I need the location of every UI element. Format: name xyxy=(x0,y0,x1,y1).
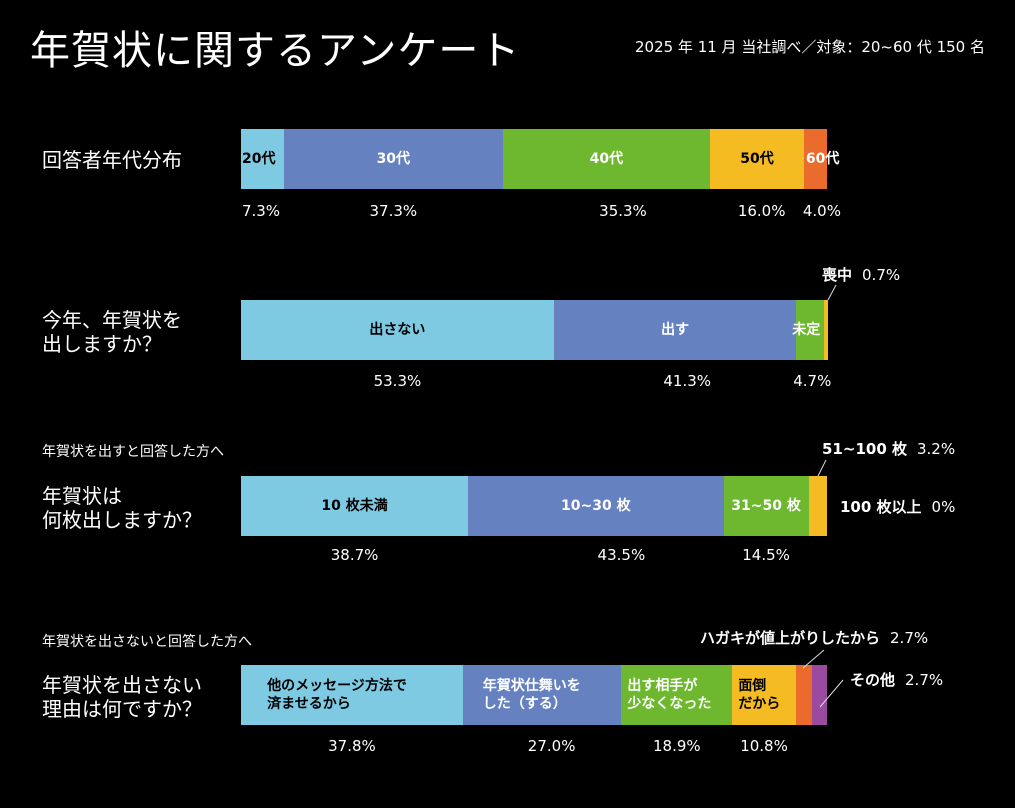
bar-segment xyxy=(241,665,463,725)
percent-label: 14.5% xyxy=(742,546,790,564)
percent-label: 35.3% xyxy=(599,202,647,220)
percent-label: 4.0% xyxy=(802,202,841,220)
segment-label: 40代 xyxy=(589,151,624,167)
callout-percent: 0.7% xyxy=(862,266,901,284)
segment-label: 出さない xyxy=(369,322,426,338)
bar-segment xyxy=(283,129,503,189)
callout-label: 喪中 0.7% xyxy=(822,264,900,285)
segment-label: 60代 xyxy=(805,151,840,167)
bar-segment xyxy=(241,476,469,536)
bar-segment xyxy=(502,129,710,189)
percent-label: 38.7% xyxy=(330,546,379,564)
callout-category: ハガキが値上がりしたから xyxy=(700,629,881,647)
bar-segment xyxy=(796,300,824,360)
segment-label: 50代 xyxy=(740,151,774,167)
callout-category: 100 枚以上 xyxy=(840,498,922,516)
stacked-bar xyxy=(241,300,828,360)
segment-label: 30代 xyxy=(376,151,411,167)
survey-subtitle: 2025 年 11 月 当社調べ／対象：20~60 代 150 名 xyxy=(634,38,985,56)
bar-segment xyxy=(795,665,812,725)
callout-label: ハガキが値上がりしたから 2.7% xyxy=(700,627,928,648)
percent-label: 37.3% xyxy=(369,202,418,220)
chart-question-label: 年賀状は 何枚出しますか？ xyxy=(42,484,202,532)
bar-segment xyxy=(811,665,828,725)
callout-category: 51~100 枚 xyxy=(822,440,907,458)
segment-label: 10~30 枚 xyxy=(561,498,631,514)
callout-category: 喪中 xyxy=(822,266,853,284)
percent-label: 43.5% xyxy=(597,546,646,564)
percent-label: 53.3% xyxy=(373,372,422,390)
bar-segment xyxy=(462,665,622,725)
percent-label: 41.3% xyxy=(663,372,712,390)
callout-percent: 2.7% xyxy=(905,671,944,689)
callout-label: その他 2.7% xyxy=(850,669,943,690)
callout-leader-line xyxy=(817,459,827,477)
bar-segment xyxy=(241,129,284,189)
bar-segment xyxy=(823,300,828,360)
bar-segment xyxy=(621,665,733,725)
bar-segment xyxy=(808,476,828,536)
segment-label: 未定 xyxy=(792,322,821,338)
callout-leader-line xyxy=(827,284,837,301)
callout-label: 51~100 枚 3.2% xyxy=(822,438,955,459)
bar-segment xyxy=(732,665,796,725)
callout-label: 100 枚以上 0% xyxy=(840,496,955,517)
percent-label: 10.8% xyxy=(740,737,788,755)
callout-percent: 0% xyxy=(931,498,956,516)
percent-label: 4.7% xyxy=(793,372,832,390)
bar-segment xyxy=(803,129,828,189)
segment-label: 年賀状仕舞いを した（する） xyxy=(482,678,581,712)
chart-audience-note: 年賀状を出さないと回答した方へ xyxy=(42,634,252,650)
bar-segment xyxy=(468,476,724,536)
segment-label: 他のメッセージ方法で 済ませるから xyxy=(267,678,407,712)
callout-percent: 3.2% xyxy=(916,440,956,458)
percent-label: 16.0% xyxy=(737,202,786,220)
stacked-bar xyxy=(241,476,828,536)
percent-label: 7.3% xyxy=(241,202,281,220)
chart-question-label: 今年、年賀状を 出しますか？ xyxy=(42,308,182,356)
segment-label: 出す相手が 少なくなった xyxy=(627,678,712,712)
stacked-bar xyxy=(241,129,828,189)
segment-label: 20代 xyxy=(242,151,276,167)
bar-segment xyxy=(723,476,809,536)
bar-segment xyxy=(553,300,797,360)
percent-label: 18.9% xyxy=(653,737,701,755)
percent-label: 37.8% xyxy=(328,737,376,755)
bar-segment xyxy=(710,129,804,189)
segment-label: 31~50 枚 xyxy=(731,498,801,514)
segment-label: 出す xyxy=(661,322,690,338)
callout-percent: 2.7% xyxy=(890,629,929,647)
segment-label: 面倒 だから xyxy=(738,678,781,712)
segment-label: 10 枚未満 xyxy=(321,498,388,514)
percent-label: 27.0% xyxy=(527,737,576,755)
chart-question-label: 回答者年代分布 xyxy=(42,148,182,172)
callout-category: その他 xyxy=(850,671,896,689)
chart-audience-note: 年賀状を出すと回答した方へ xyxy=(42,444,224,460)
page-title: 年賀状に関するアンケート xyxy=(30,28,521,74)
bar-segment xyxy=(241,300,554,360)
chart-question-label: 年賀状を出さない 理由は何ですか？ xyxy=(42,673,202,721)
